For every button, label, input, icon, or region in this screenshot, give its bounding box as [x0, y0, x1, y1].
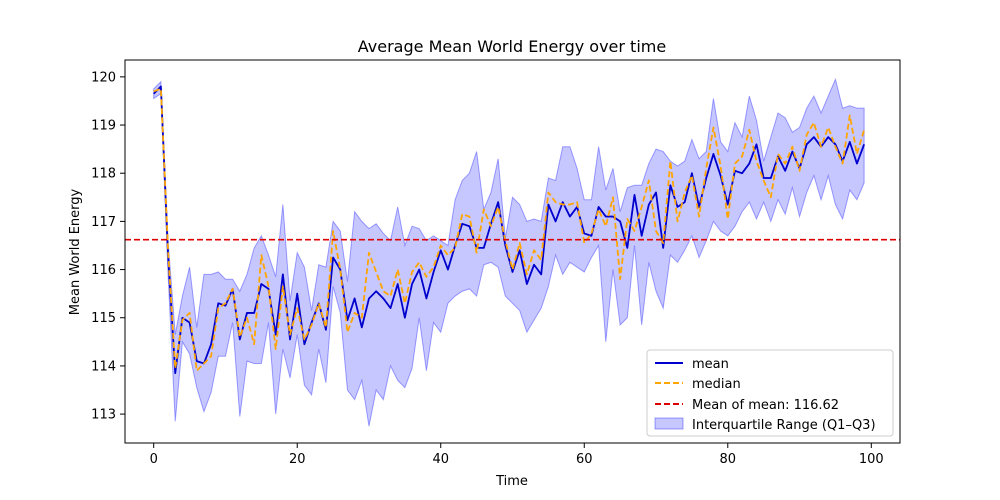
- chart-title: Average Mean World Energy over time: [358, 37, 666, 56]
- x-tick-label: 60: [576, 452, 593, 467]
- legend: mean median Mean of mean: 116.62 Interqu…: [646, 349, 894, 437]
- y-axis-label: Mean World Energy: [68, 188, 83, 315]
- y-tick-label: 113: [91, 408, 116, 423]
- legend-mean-label: mean: [692, 357, 729, 372]
- x-axis-label: Time: [495, 474, 528, 489]
- legend-reference-label: Mean of mean: 116.62: [692, 398, 839, 413]
- x-tick-label: 0: [150, 452, 158, 467]
- x-tick-label: 80: [720, 452, 737, 467]
- legend-band-label: Interquartile Range (Q1–Q3): [692, 418, 876, 433]
- series-line-median: [153, 88, 865, 372]
- y-tick-label: 116: [91, 263, 116, 278]
- x-tick-label: 100: [859, 452, 884, 467]
- x-tick-label: 40: [432, 452, 449, 467]
- y-tick-label: 119: [91, 119, 116, 134]
- legend-box: [646, 349, 894, 437]
- y-tick-label: 115: [91, 311, 116, 326]
- plot-area: [125, 77, 900, 427]
- y-tick-label: 114: [91, 359, 116, 374]
- x-axis: 0 20 40 60 80 100: [150, 443, 884, 467]
- legend-band-swatch: [654, 417, 684, 430]
- legend-median-label: median: [692, 377, 741, 392]
- y-tick-label: 120: [91, 70, 116, 85]
- y-axis: 113 114 115 116 117 118 119 120: [91, 70, 125, 423]
- plot-frame: [124, 59, 901, 444]
- y-tick-label: 117: [91, 215, 116, 230]
- x-tick-label: 20: [289, 452, 306, 467]
- y-tick-label: 118: [91, 167, 116, 182]
